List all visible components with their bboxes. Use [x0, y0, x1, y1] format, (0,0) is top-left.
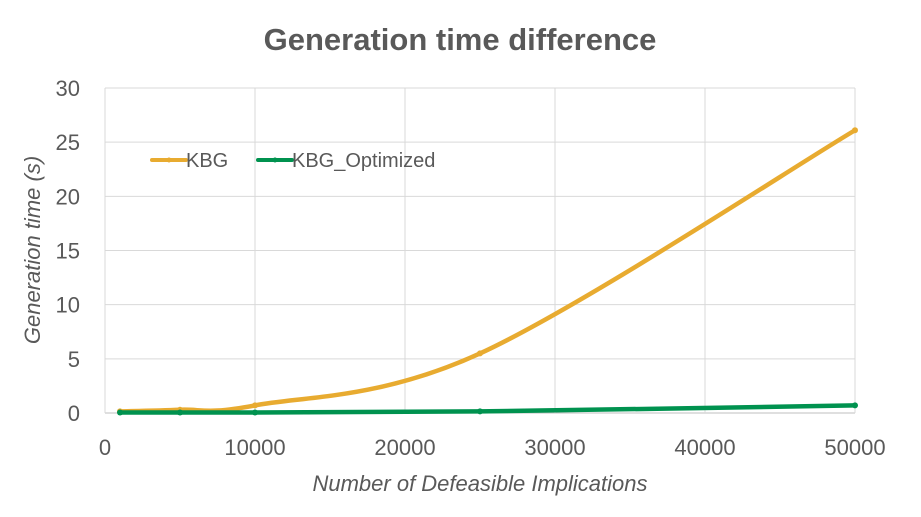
y-tick-label: 10	[56, 293, 80, 318]
x-axis-label: Number of Defeasible Implications	[312, 471, 647, 496]
data-point-kbg	[252, 402, 258, 409]
x-tick-label: 30000	[524, 435, 585, 460]
series	[117, 127, 858, 416]
y-tick-label: 30	[56, 76, 80, 101]
x-tick-label: 20000	[374, 435, 435, 460]
data-point-kbg-optimized	[177, 409, 183, 416]
legend-marker-kbg-optimized	[272, 157, 278, 163]
legend-label-kbg: KBG	[186, 150, 228, 172]
x-tick-label: 50000	[824, 435, 885, 460]
y-tick-label: 5	[68, 347, 80, 372]
y-tick-label: 15	[56, 239, 80, 264]
x-tick-label: 10000	[224, 435, 285, 460]
x-axis-ticks: 0 10000 20000 30000 40000 50000	[99, 435, 886, 460]
data-point-kbg	[852, 127, 858, 134]
grid	[104, 87, 856, 414]
data-point-kbg-optimized	[852, 402, 858, 409]
y-axis-label: Generation time (s)	[20, 156, 45, 344]
x-tick-label: 0	[99, 435, 111, 460]
series-line-kbg	[117, 128, 858, 414]
legend-label-kbg-optimized: KBG_Optimized	[292, 150, 435, 172]
data-point-kbg-optimized	[117, 409, 123, 416]
legend: KBG KBG_Optimized	[150, 150, 435, 172]
y-tick-label: 25	[56, 130, 80, 155]
y-tick-label: 20	[56, 184, 80, 209]
legend-marker-kbg	[166, 157, 172, 163]
y-tick-label: 0	[68, 401, 80, 426]
data-point-kbg	[477, 350, 483, 357]
x-tick-label: 40000	[674, 435, 735, 460]
y-axis-ticks: 0 5 10 15 20 25 30	[56, 76, 80, 426]
chart-title: Generation time difference	[264, 22, 657, 57]
data-point-kbg-optimized	[477, 408, 483, 415]
data-point-kbg-optimized	[252, 409, 258, 416]
